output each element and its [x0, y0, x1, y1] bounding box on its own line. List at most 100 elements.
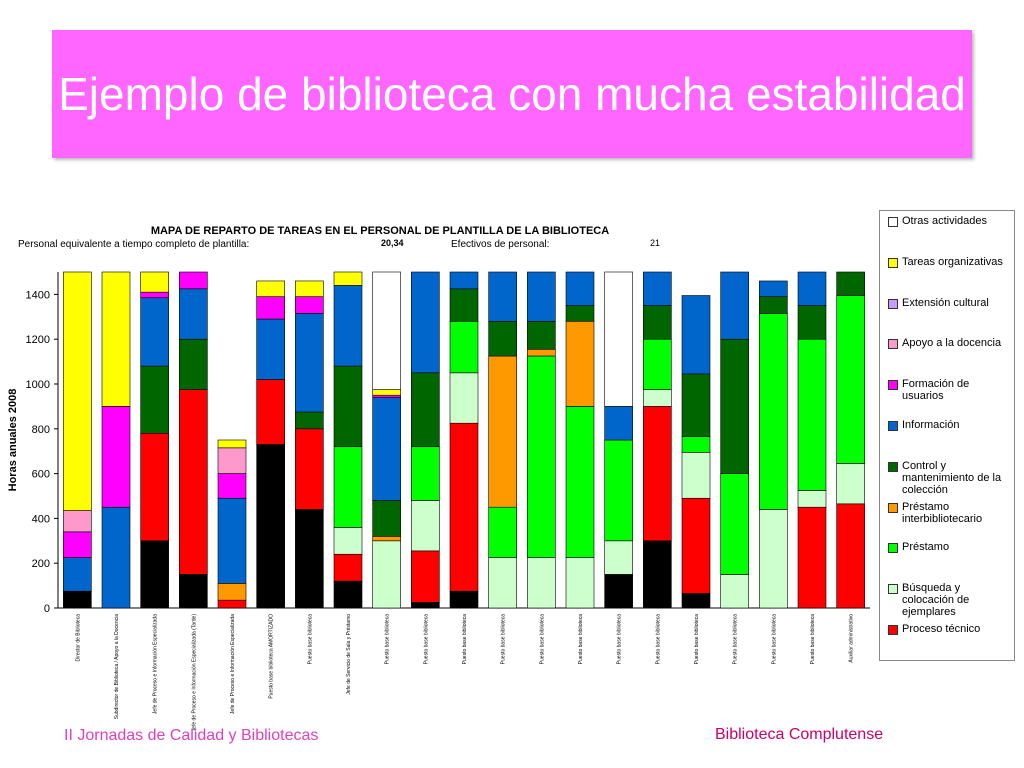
bar-segment — [333, 271, 363, 286]
x-tick-label: Puesto base biblioteca — [501, 614, 507, 665]
bar-segment — [217, 497, 247, 584]
bar-segment — [643, 540, 672, 609]
bar-segment — [681, 373, 711, 437]
bar-segment — [681, 593, 711, 609]
legend-swatch — [888, 421, 898, 431]
legend-swatch — [888, 298, 898, 309]
footer-left: II Jornadas de Calidad y Bibliotecas — [64, 727, 319, 744]
bar-segment — [256, 296, 285, 320]
bar-segment — [256, 318, 285, 380]
legend-swatch — [888, 502, 898, 513]
x-tick-label: Puesto base biblioteca — [539, 614, 545, 665]
bar-segment — [797, 506, 827, 609]
bar-segment — [411, 271, 440, 374]
legend-label: Proceso técnico — [902, 623, 981, 635]
bar-segment — [565, 557, 595, 609]
bar-segment — [140, 297, 169, 367]
slide-title: Ejemplo de biblioteca con mucha estabili… — [52, 30, 972, 158]
bar-segment — [604, 406, 633, 441]
legend-swatch — [888, 339, 898, 350]
legend-swatch — [888, 461, 898, 472]
bar-segment — [449, 320, 479, 374]
bar-segment — [372, 271, 401, 390]
legend-label: Otras actividades — [902, 215, 987, 227]
bar-segment — [488, 355, 517, 508]
header-label: Personal equivalente a tiempo completo d… — [18, 239, 249, 250]
bar-segment — [217, 439, 247, 449]
bar-segment — [411, 372, 440, 448]
bar-segment — [179, 338, 208, 390]
bar-segment — [604, 439, 633, 542]
y-tick-label: 1200 — [26, 334, 50, 346]
bar-segment — [372, 394, 401, 398]
y-axis-label: Horas anuales 2008 — [7, 389, 19, 492]
legend-swatch — [888, 625, 898, 635]
bar-segment — [488, 506, 517, 558]
bar-segment — [527, 320, 556, 350]
bar-segment — [797, 271, 827, 306]
legend-label: Formación de usuarios — [902, 378, 970, 403]
bar-segment — [488, 320, 517, 357]
bar-segment — [411, 500, 440, 552]
bar-segment — [527, 348, 556, 357]
legend-item: Tareas organizativas — [888, 256, 1012, 268]
bar-segment — [681, 436, 711, 453]
bar-segment — [140, 271, 169, 293]
x-tick-label: Puesto base biblioteca — [462, 614, 468, 665]
bar-segment — [643, 389, 672, 407]
bar-segment — [720, 338, 749, 474]
legend-item: Proceso técnico — [888, 623, 1012, 635]
bar-segment — [643, 338, 672, 390]
bar-segment — [295, 428, 324, 510]
bar-segment — [449, 288, 479, 322]
bar-segment — [449, 590, 479, 609]
x-tick-label: Puesto base biblioteca — [810, 614, 816, 665]
header-label: Efectivos de personal: — [451, 239, 549, 250]
legend-label: Búsqueda y colocación de ejemplares — [902, 582, 970, 619]
bar-segment — [295, 313, 324, 413]
y-tick-label: 1000 — [26, 379, 50, 391]
bar-segment — [179, 288, 208, 340]
bar-segment — [217, 447, 247, 474]
legend-swatch — [888, 257, 898, 268]
y-tick-label: 200 — [32, 558, 50, 570]
legend-item: Préstamo interbibliotecario — [888, 501, 1012, 525]
x-tick-label: Puesto base biblioteca — [385, 614, 391, 665]
x-tick-label: Puesto base biblioteca — [423, 614, 429, 665]
bar-segment — [101, 506, 131, 609]
bar-segment — [333, 553, 363, 582]
bar-segment — [681, 295, 711, 375]
bar-segment — [63, 590, 92, 609]
legend-label: Tareas organizativas — [902, 255, 1003, 268]
bar-segment — [449, 271, 479, 290]
x-tick-label: Puesto base biblioteca — [694, 614, 700, 665]
bar-segment — [63, 271, 92, 511]
bar-segment — [527, 271, 556, 322]
legend-label: Préstamo interbibliotecario — [902, 500, 983, 525]
x-tick-label: Puesto base biblioteca — [655, 614, 661, 665]
x-tick-label: Jefe de Proceso e Información Especializ… — [153, 614, 159, 714]
legend-item: Búsqueda y colocación de ejemplares — [888, 582, 1012, 618]
bar-segment — [836, 295, 865, 464]
bar-segment — [759, 509, 788, 609]
legend-item: Apoyo a la docencia — [888, 337, 1012, 350]
bar-segment — [101, 406, 131, 508]
y-tick-label: 400 — [32, 513, 50, 525]
bar-segment — [372, 389, 401, 396]
bar-segment — [333, 446, 363, 528]
bar-segment — [527, 557, 556, 609]
x-tick-label: Director de Biblioteca — [75, 614, 81, 662]
bar-segment — [411, 602, 440, 609]
x-tick-label: Jefe de Proceso e Información Especializ… — [191, 614, 197, 732]
footer-right: Biblioteca Complutense — [715, 726, 884, 743]
legend-item: Préstamo — [888, 541, 1012, 554]
bar-segment — [643, 305, 672, 340]
legend-swatch — [888, 217, 898, 227]
bar-segment — [179, 389, 208, 575]
bar-segment — [295, 411, 324, 430]
bar-segment — [759, 280, 788, 297]
bar-segment — [604, 271, 633, 407]
x-tick-label: Puesto base biblioteca — [578, 614, 584, 665]
legend-item: Extensión cultural — [888, 297, 1012, 309]
bar-segment — [63, 557, 92, 592]
